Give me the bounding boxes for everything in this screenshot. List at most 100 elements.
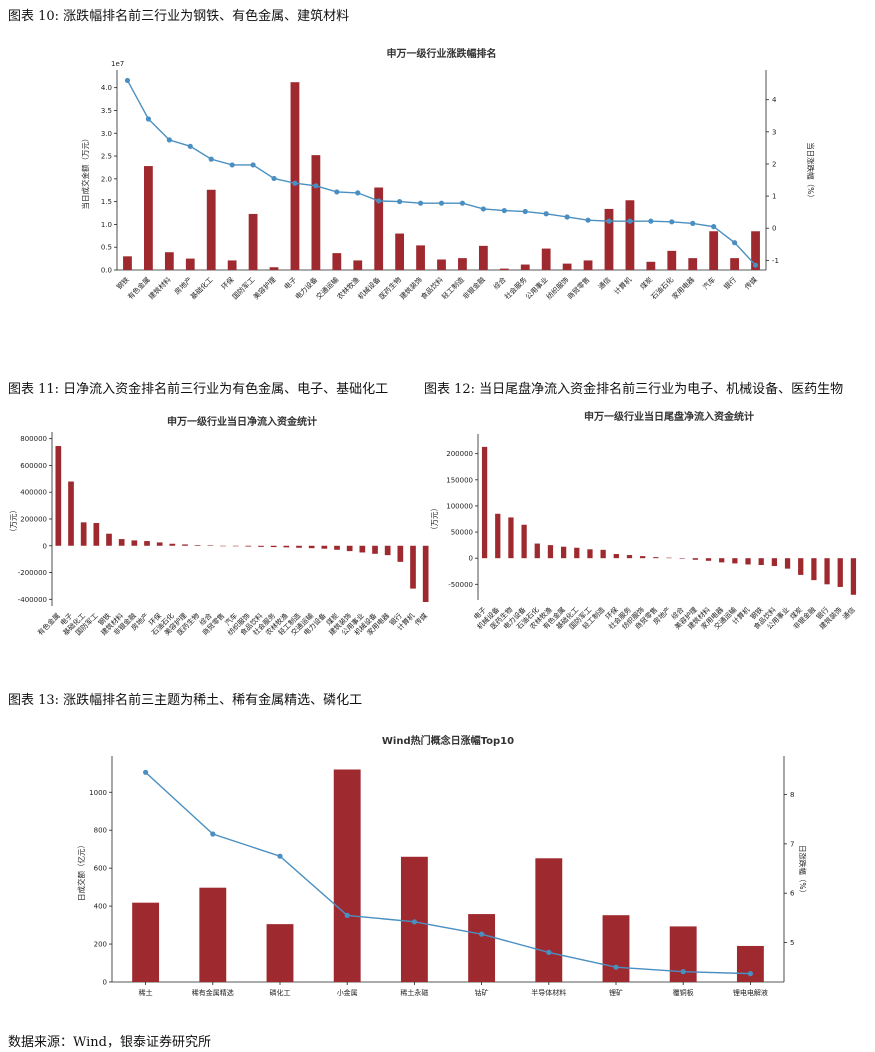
industry_rank-ytick-label: 3.0	[101, 130, 112, 138]
industry_rank-bar	[583, 260, 593, 270]
industry_rank-xtick-label: 美容护理	[251, 275, 277, 301]
industry_rank-xtick-label: 煤炭	[638, 275, 654, 291]
net_inflow-ylabel: （万元）	[9, 506, 18, 536]
industry_rank-line-point	[543, 211, 549, 217]
net_inflow-bar	[296, 545, 302, 548]
concept_top10-y2tick-label: 7	[790, 840, 794, 848]
tail_inflow-bar	[613, 554, 619, 559]
concept_top10-line	[145, 771, 751, 975]
industry_rank-y2tick-label: 3	[772, 128, 776, 136]
tail_inflow-bar	[784, 558, 791, 569]
tail_inflow-bar	[626, 555, 633, 559]
industry_rank-bar	[562, 263, 572, 270]
concept_top10-xtick-label: 稀土永磁	[400, 988, 428, 997]
concept_top10-line-point	[479, 931, 485, 937]
industry_rank-bar	[604, 208, 614, 270]
industry_rank-line-point	[166, 137, 172, 143]
industry_rank-line-point	[522, 208, 528, 215]
concept_top10-line-point	[747, 971, 754, 977]
net_inflow-bar	[220, 545, 226, 547]
industry_rank-yscale-label: 1e7	[111, 60, 124, 68]
industry_rank-line-point	[459, 200, 466, 206]
industry_rank-bar	[458, 258, 467, 270]
industry_rank-bar	[290, 82, 300, 270]
industry_rank-y2tick-label: 0	[772, 225, 776, 233]
industry_rank-xtick-label: 钢铁	[115, 275, 131, 291]
concept_top10-xtick-label: 小金属	[337, 988, 358, 997]
industry_rank-line-point	[187, 143, 193, 149]
net_inflow-bar	[194, 545, 201, 546]
net_inflow-ytick-label: 400000	[20, 489, 47, 497]
industry_rank-bar	[248, 213, 258, 270]
industry_rank-xtick-label: 基础化工	[188, 275, 214, 301]
net_inflow-ytick-label: 200000	[20, 515, 47, 523]
figure-11-caption: 图表 11: 日净流入资金排名前三行业为有色金属、电子、基础化工	[8, 382, 389, 397]
net_inflow-xtick-label: 有色金属	[36, 611, 62, 637]
concept_top10-line-point	[344, 912, 350, 919]
tail_inflow-bar	[745, 558, 751, 565]
net_inflow-ytick-label: 0	[43, 542, 47, 550]
industry_rank-bar	[123, 256, 132, 270]
net_inflow-ytick-label: -200000	[18, 569, 47, 577]
industry_rank-line	[126, 80, 757, 266]
net_inflow-bar	[410, 545, 416, 589]
net_inflow-bar	[384, 545, 391, 556]
net_inflow-bar	[131, 540, 138, 546]
industry_rank-ytick-label: 0.5	[101, 244, 112, 252]
net_inflow-bar	[156, 542, 163, 546]
tail_inflow-bar	[521, 524, 527, 559]
concept_top10-bar	[132, 902, 160, 982]
net_inflow-bar	[182, 544, 188, 546]
concept_top10-bar	[266, 924, 294, 982]
industry_rank-bar	[332, 253, 342, 270]
tail_inflow-bar	[679, 558, 685, 559]
tail_inflow-bar	[824, 558, 830, 585]
industry_rank-bar	[520, 264, 530, 270]
concept_top10-ytick-label: 600	[94, 865, 107, 873]
concept_top10-ylabel: 日成交额（亿元）	[76, 841, 86, 901]
industry_rank-y2tick-label: 2	[772, 160, 776, 168]
industry_rank-bar	[478, 245, 488, 270]
net_inflow-bar	[397, 545, 404, 562]
net_inflow-bar	[106, 533, 112, 546]
tail_inflow-ylabel: （万元）	[430, 504, 439, 534]
tail_inflow-bar	[653, 557, 659, 559]
figure-10-caption: 图表 10: 涨跌幅排名前三行业为钢铁、有色金属、建筑材料	[8, 9, 350, 24]
industry_rank-bar	[227, 260, 237, 270]
concept_top10-ytick-label: 0	[103, 979, 107, 987]
figure-12-caption: 图表 12: 当日尾盘净流入资金排名前三行业为电子、机械设备、医药生物	[424, 382, 844, 397]
tail_inflow-xtick-label: 通信	[841, 605, 857, 621]
net_inflow-bar	[346, 545, 353, 552]
concept_top10-y2label: 日涨跌幅（%）	[798, 845, 808, 897]
tail_inflow-ytick-label: -50000	[448, 581, 473, 589]
industry_rank-xtick-label: 家用电器	[670, 275, 696, 301]
industry_rank-bar	[395, 233, 405, 270]
tail_inflow-bar	[811, 558, 817, 581]
concept_top10-bar	[199, 887, 227, 982]
industry_rank-xtick-label: 非银金融	[461, 275, 487, 301]
net_inflow-bar	[321, 545, 328, 549]
concept_top10-xtick-label: 覆铜板	[673, 988, 694, 997]
industry_rank-xtick-label: 电子	[282, 275, 298, 291]
industry_rank-ytick-label: 1.5	[101, 198, 112, 206]
concept_top10-xtick-label: 磷化工	[270, 988, 291, 997]
industry_rank-line-point	[417, 200, 424, 206]
industry_rank-line-point	[292, 180, 298, 186]
tail_inflow-bar	[758, 558, 764, 565]
industry_rank-line-point	[355, 190, 361, 196]
tail_inflow-ytick-label: 0	[469, 555, 473, 563]
industry_rank-line-point	[606, 218, 612, 224]
industry_rank-bar	[185, 258, 195, 270]
concept_top10-xtick-label: 稀土	[139, 988, 153, 997]
industry_rank-bar	[646, 261, 656, 270]
tail_inflow-ytick-label: 150000	[446, 476, 473, 484]
net_inflow-bar	[270, 545, 277, 548]
net_inflow-bar	[245, 545, 252, 547]
industry_rank-ytick-label: 0.0	[101, 267, 112, 275]
net_inflow-bar	[80, 522, 87, 546]
net_inflow-title: 申万一级行业当日净流入资金统计	[167, 415, 317, 428]
tail_inflow-ytick-label: 200000	[446, 450, 473, 458]
tail_inflow-bar	[850, 558, 857, 595]
net_inflow-bar	[118, 539, 125, 546]
